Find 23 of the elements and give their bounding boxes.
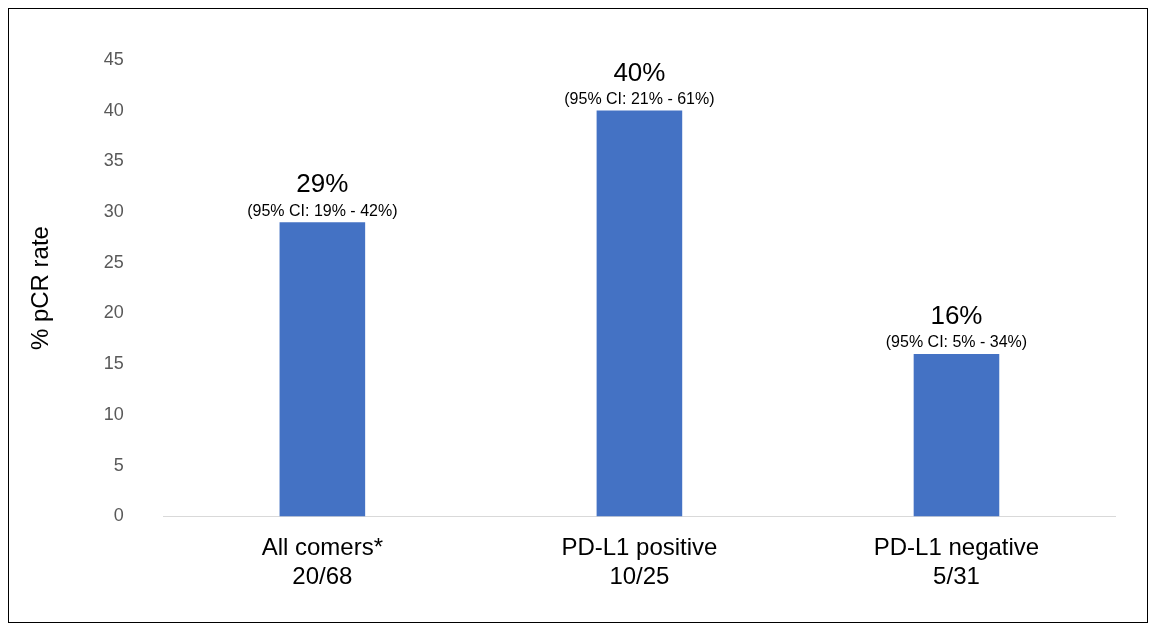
annotation: (95% CI: 19% - 42%) (247, 201, 398, 219)
y-axis-title: % pCR rate (26, 226, 54, 351)
y-tick-label: 45 (103, 48, 124, 69)
annotation: (95% CI: 21% - 61%) (564, 89, 715, 107)
data-label: 16% (930, 300, 983, 331)
y-tick-label: 30 (103, 200, 124, 221)
bar (913, 354, 1000, 517)
annotation: (95% CI: 5% - 34%) (885, 333, 1028, 351)
bar (279, 222, 366, 517)
x-tick-label: PD-L1 positive 10/25 (561, 533, 718, 590)
y-tick-label: 0 (113, 505, 124, 526)
y-tick-label: 5 (113, 454, 124, 475)
y-tick-label: 35 (103, 150, 124, 171)
y-tick-label: 25 (103, 251, 124, 272)
x-tick-label: PD-L1 negative 5/31 (873, 533, 1040, 590)
y-tick-label: 10 (103, 403, 124, 424)
y-tick-label: 40 (103, 99, 124, 120)
y-tick-label: 20 (103, 302, 124, 323)
data-label: 40% (613, 56, 666, 87)
bar (596, 110, 683, 517)
data-label: 29% (296, 168, 349, 199)
y-tick-label: 15 (103, 353, 124, 374)
x-tick-label: All comers* 20/68 (261, 533, 384, 590)
